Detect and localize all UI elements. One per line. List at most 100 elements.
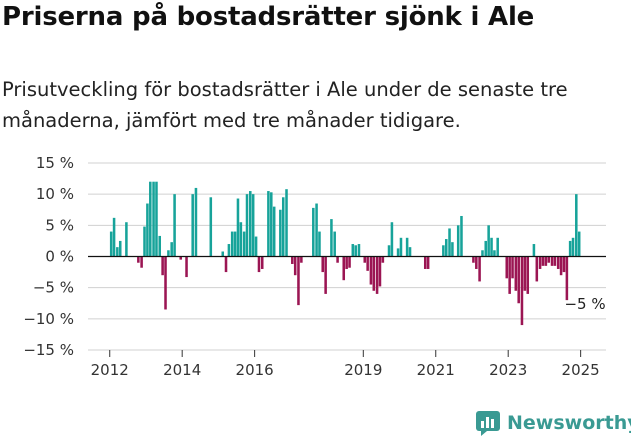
bar — [541, 256, 545, 266]
bar — [257, 256, 261, 273]
bar — [511, 256, 514, 279]
x-tick-label: 2023 — [489, 361, 527, 379]
bar — [297, 256, 300, 306]
bar — [442, 245, 445, 257]
bar — [321, 256, 324, 273]
bar — [330, 219, 333, 257]
bar — [553, 256, 557, 266]
bar — [245, 194, 249, 257]
y-tick-label: −15 % — [23, 341, 74, 359]
bar — [357, 244, 361, 257]
bar — [514, 256, 518, 291]
bar-chart: 15 %10 %5 %0 %−5 %−10 %−15 % 2012 2014 201… — [23, 154, 606, 379]
bar — [221, 251, 225, 257]
bar — [318, 231, 321, 257]
bar — [272, 206, 276, 257]
y-tick-label: −10 % — [23, 310, 74, 328]
y-tick-label: −5 % — [33, 279, 74, 297]
bar — [451, 242, 454, 257]
bar — [484, 240, 488, 257]
bar — [475, 256, 478, 269]
bar — [544, 256, 548, 266]
bar — [170, 242, 173, 257]
bar — [312, 207, 315, 257]
last-value-annotation: −5 % — [564, 295, 605, 313]
bar — [143, 226, 146, 257]
bar — [118, 240, 122, 257]
bar — [109, 231, 113, 257]
bar — [559, 256, 563, 276]
y-tick-label: 15 % — [36, 154, 74, 172]
bar — [300, 256, 303, 263]
bar — [279, 209, 282, 257]
bar — [575, 194, 578, 257]
bar — [456, 225, 460, 257]
y-axis-ticks: 15 % 10 % 5 % 0 % −5 % −10 % −15 % — [23, 154, 74, 359]
bar — [167, 250, 170, 257]
bar — [547, 256, 551, 263]
bar — [448, 228, 451, 257]
bar — [291, 256, 294, 264]
bar — [381, 256, 385, 263]
bar — [562, 256, 566, 273]
bar — [194, 187, 198, 257]
bar — [571, 237, 575, 257]
bar — [236, 198, 240, 257]
bar — [505, 256, 509, 279]
bar — [158, 235, 161, 257]
bar — [227, 244, 231, 257]
bar — [239, 222, 243, 257]
bar — [568, 240, 572, 257]
bar — [270, 192, 273, 257]
bar — [372, 256, 376, 291]
bar — [508, 256, 511, 294]
bar — [369, 256, 373, 285]
bar — [185, 256, 188, 278]
bar — [426, 256, 430, 269]
bar — [532, 244, 536, 257]
bar — [354, 245, 357, 257]
bar — [179, 256, 183, 260]
bar — [408, 247, 412, 257]
bar — [324, 256, 327, 294]
bar — [348, 256, 351, 268]
brand-name: Newsworthy — [507, 412, 631, 434]
x-tick-label: 2021 — [417, 361, 455, 379]
bar — [336, 256, 339, 263]
bar — [478, 256, 481, 282]
bar — [155, 181, 158, 257]
bar — [378, 256, 382, 287]
x-tick-label: 2019 — [344, 361, 382, 379]
bar — [481, 250, 484, 257]
bar — [375, 256, 379, 294]
bar — [152, 181, 155, 257]
bar — [260, 256, 264, 269]
bar — [140, 256, 143, 268]
bar — [390, 222, 394, 257]
bar — [405, 237, 409, 257]
bar — [281, 197, 285, 257]
bar — [125, 222, 128, 257]
chart-title: Priserna på bostadsrätter sjönk i Ale — [2, 2, 535, 32]
bar — [230, 231, 234, 257]
bar — [112, 217, 116, 257]
bar — [496, 237, 499, 257]
bar — [523, 256, 527, 291]
bar — [191, 194, 194, 257]
bar — [233, 231, 237, 257]
y-tick-label: 5 % — [45, 216, 74, 234]
bar — [173, 194, 176, 257]
bar — [565, 256, 569, 301]
bar — [520, 256, 524, 326]
bar — [209, 197, 213, 257]
bar — [254, 236, 258, 257]
bar — [149, 181, 152, 257]
bar — [535, 256, 539, 282]
bar — [242, 231, 246, 257]
bar — [267, 191, 270, 257]
x-tick-label: 2016 — [236, 361, 274, 379]
bar — [444, 239, 448, 257]
bar — [526, 256, 530, 294]
bar — [490, 237, 493, 257]
bar — [224, 256, 228, 273]
